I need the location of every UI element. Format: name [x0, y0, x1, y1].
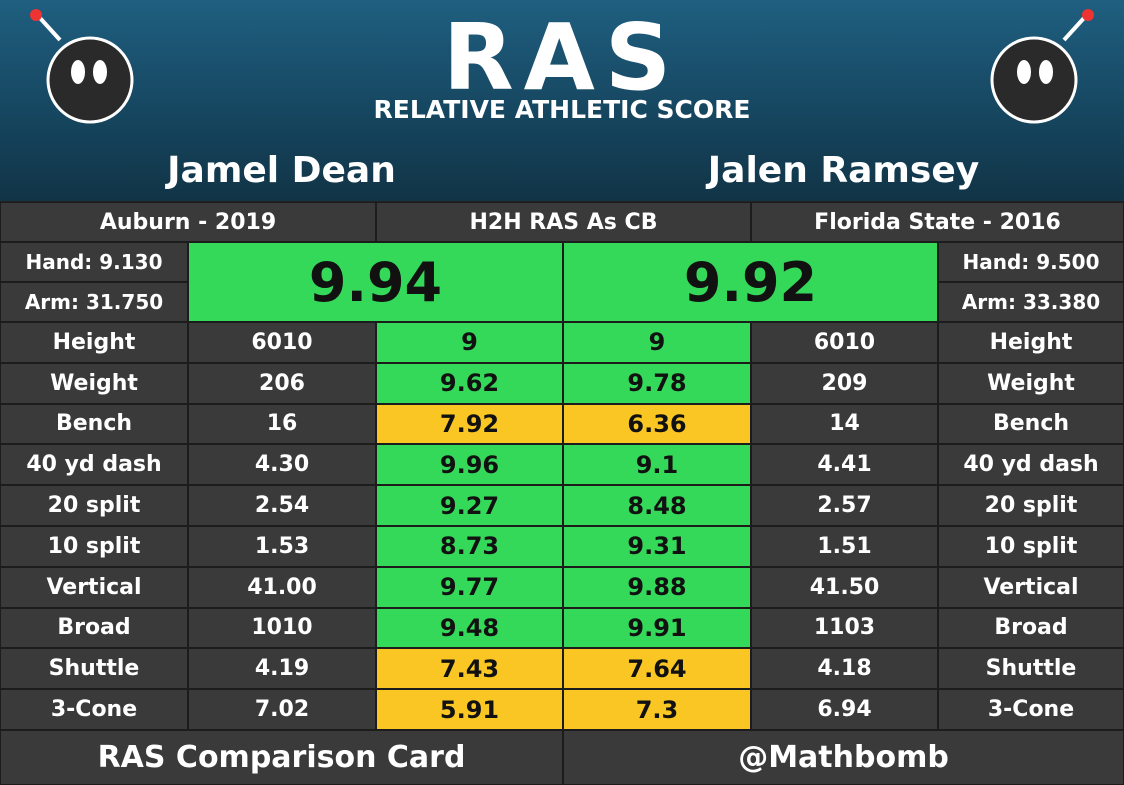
metric-label: 10 split: [0, 526, 188, 567]
metric-label: Broad: [938, 607, 1124, 649]
mascots: [30, 9, 1094, 124]
metric-label: Weight: [0, 362, 188, 404]
metric-label: Height: [938, 322, 1124, 363]
metric-label: Weight: [938, 362, 1124, 404]
metric-value: 2.57: [751, 485, 938, 526]
ras-score: 9.92: [563, 242, 938, 322]
metric-label: Height: [0, 322, 188, 363]
ras-score: 9.94: [188, 242, 563, 322]
metric-score: 8.73: [376, 526, 563, 567]
subtitle: RELATIVE ATHLETIC SCORE: [373, 95, 751, 124]
metric-score: 9: [376, 322, 563, 363]
footer-text: @Mathbomb: [563, 730, 1124, 785]
metric-value: 1103: [751, 607, 938, 649]
metric-score: 8.48: [563, 485, 751, 526]
metric-score: 7.43: [376, 648, 563, 690]
metric-label: 40 yd dash: [0, 444, 188, 486]
metric-score: 6.36: [563, 403, 751, 445]
footer-text: RAS Comparison Card: [0, 730, 563, 785]
metric-label: 20 split: [938, 485, 1124, 526]
bomb-right: [990, 9, 1094, 124]
metric-score: 9.88: [563, 566, 751, 608]
metric-label: Bench: [938, 403, 1124, 445]
metric-value: 1.51: [751, 526, 938, 567]
metric-value: 1.53: [188, 526, 376, 567]
metric-label: 40 yd dash: [938, 444, 1124, 486]
logo: RAS: [442, 4, 682, 111]
metric-label: 20 split: [0, 485, 188, 526]
metric-score: 9.78: [563, 362, 751, 404]
metric-value: 6010: [751, 322, 938, 363]
hand: Hand: 9.500: [938, 242, 1124, 282]
metric-value: 4.30: [188, 444, 376, 486]
metric-value: 14: [751, 403, 938, 445]
metric-value: 6010: [188, 322, 376, 363]
header: RAS RELATIVE ATHLETIC SCORE: [0, 0, 1124, 201]
metric-score: 9.27: [376, 485, 563, 526]
metric-score: 5.91: [376, 689, 563, 730]
metric-label: Shuttle: [938, 648, 1124, 690]
metric-value: 7.02: [188, 689, 376, 730]
player-name: Jamel Dean: [167, 149, 396, 191]
metric-value: 206: [188, 362, 376, 404]
metric-value: 2.54: [188, 485, 376, 526]
metric-score: 7.92: [376, 403, 563, 445]
metric-label: 3-Cone: [0, 689, 188, 730]
metric-score: 7.64: [563, 648, 751, 690]
metric-score: 9.1: [563, 444, 751, 486]
metric-score: 9.77: [376, 566, 563, 608]
metric-score: 7.3: [563, 689, 751, 730]
metric-label: Vertical: [938, 566, 1124, 608]
metric-value: 41.00: [188, 566, 376, 608]
metric-score: 9.31: [563, 526, 751, 567]
metric-label: 10 split: [938, 526, 1124, 567]
metric-value: 4.19: [188, 648, 376, 690]
bomb-left: [30, 9, 134, 124]
metric-label: Vertical: [0, 566, 188, 608]
metric-value: 16: [188, 403, 376, 445]
metric-value: 6.94: [751, 689, 938, 730]
metric-label: Broad: [0, 607, 188, 649]
metric-label: Shuttle: [0, 648, 188, 690]
metric-value: 4.18: [751, 648, 938, 690]
arm: Arm: 31.750: [0, 282, 188, 322]
metric-score: 9.96: [376, 444, 563, 486]
metric-value: 4.41: [751, 444, 938, 486]
center-label: H2H RAS As CB: [376, 202, 751, 242]
school: Auburn - 2019: [0, 202, 376, 242]
metric-value: 1010: [188, 607, 376, 649]
metric-value: 209: [751, 362, 938, 404]
hand: Hand: 9.130: [0, 242, 188, 282]
metric-score: 9.91: [563, 607, 751, 649]
arm: Arm: 33.380: [938, 282, 1124, 322]
school: Florida State - 2016: [751, 202, 1124, 242]
player-name: Jalen Ramsey: [707, 149, 980, 191]
metric-score: 9.62: [376, 362, 563, 404]
metric-score: 9.48: [376, 607, 563, 649]
metric-value: 41.50: [751, 566, 938, 608]
metric-label: 3-Cone: [938, 689, 1124, 730]
metric-score: 9: [563, 322, 751, 363]
metric-label: Bench: [0, 403, 188, 445]
